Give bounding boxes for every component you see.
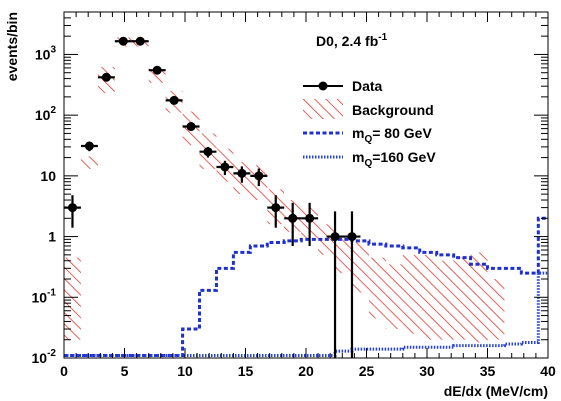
background-band-bin	[351, 242, 369, 293]
y-tick-label: 10	[40, 168, 56, 184]
legend-mq160-main: m	[352, 149, 364, 165]
y-tick-label: 1	[48, 229, 56, 245]
data-marker	[220, 162, 230, 172]
y-tick-label: 10-2	[32, 348, 57, 366]
legend-background-label: Background	[352, 102, 434, 118]
data-marker	[330, 232, 340, 242]
chart-annotation: D0, 2.4 fb-1	[316, 32, 388, 49]
plot-area	[64, 36, 548, 358]
background-band-bin	[368, 257, 386, 319]
x-axis-label: dE/dx (MeV/cm)	[444, 383, 548, 399]
data-point	[343, 211, 361, 358]
data-marker	[186, 122, 196, 132]
legend-entry-mq160: mQ=160 GeV	[303, 149, 436, 169]
y-tick-label: 10-1	[32, 287, 57, 305]
data-marker	[101, 72, 111, 82]
data-point	[131, 36, 149, 46]
background-band-bin	[470, 252, 488, 343]
background-band-bin	[335, 234, 352, 274]
data-point	[233, 166, 251, 183]
data-marker	[288, 213, 298, 223]
data-point	[97, 72, 115, 82]
data-point	[148, 65, 166, 75]
x-tick-label: 15	[238, 363, 254, 379]
x-tick-label: 5	[121, 363, 129, 379]
data-marker	[203, 147, 213, 157]
data-point	[284, 202, 302, 246]
background-band-bin	[80, 156, 98, 169]
y-axis-label: events/bin	[4, 12, 20, 81]
data-point	[250, 168, 268, 187]
legend-entry-mq80: mQ= 80 GeV	[303, 125, 432, 145]
data-point	[326, 211, 344, 358]
data-marker	[305, 213, 315, 223]
axes: 0 5 10 15 20 25 30 35 40 10-2 10-1 1 10 102 103	[32, 11, 556, 379]
data-point	[199, 146, 217, 158]
background-band-bin	[419, 254, 437, 340]
data-point	[114, 36, 132, 46]
legend-mq80-label: mQ= 80 GeV	[352, 125, 432, 145]
y-tick-label: 103	[35, 44, 57, 62]
background-band-bin	[487, 279, 505, 340]
legend-data-label: Data	[352, 78, 383, 94]
data-point	[80, 141, 98, 152]
x-tick-label: 40	[540, 363, 556, 379]
data-marker	[135, 36, 145, 46]
data-marker	[152, 65, 162, 75]
legend-data-marker	[318, 81, 328, 91]
data-point	[216, 160, 234, 176]
legend-mq80-rest: = 80 GeV	[372, 125, 432, 141]
background-band-bin	[385, 264, 403, 330]
data-marker	[237, 168, 247, 178]
legend-mq80-main: m	[352, 125, 364, 141]
background-band-bin	[436, 260, 454, 340]
data-point	[165, 95, 183, 105]
data-marker	[169, 95, 179, 105]
x-tick-label: 30	[419, 363, 435, 379]
legend-mq160-rest: =160 GeV	[372, 149, 436, 165]
background-band-bin	[64, 257, 81, 340]
x-tick-label: 10	[177, 363, 193, 379]
data-marker	[347, 232, 357, 242]
x-tick-label: 25	[359, 363, 375, 379]
legend-mq160-label: mQ=160 GeV	[352, 149, 436, 169]
legend-mq160-sub: Q	[364, 158, 372, 169]
data-marker	[84, 141, 94, 151]
y-tick-label: 102	[35, 105, 57, 123]
legend-mq80-sub: Q	[364, 134, 372, 145]
legend-background-swatch	[303, 99, 343, 119]
data-marker	[271, 203, 281, 213]
legend: Data Background mQ= 80 GeV mQ=160 GeV	[303, 78, 436, 169]
background-band-bin	[453, 257, 471, 340]
data-marker	[67, 203, 77, 213]
data-point	[267, 195, 285, 228]
legend-entry-data: Data	[303, 78, 383, 94]
x-tick-label: 0	[60, 363, 68, 379]
data-point	[301, 202, 319, 246]
background-band-bin	[402, 254, 420, 334]
x-tick-label: 20	[298, 363, 314, 379]
annotation-text: D0, 2.4 fb	[316, 33, 378, 49]
legend-entry-background: Background	[303, 99, 434, 119]
x-tick-label: 35	[480, 363, 496, 379]
data-marker	[254, 171, 264, 181]
data-marker	[118, 36, 128, 46]
data-point	[182, 122, 200, 132]
annotation-superscript: -1	[378, 32, 387, 43]
